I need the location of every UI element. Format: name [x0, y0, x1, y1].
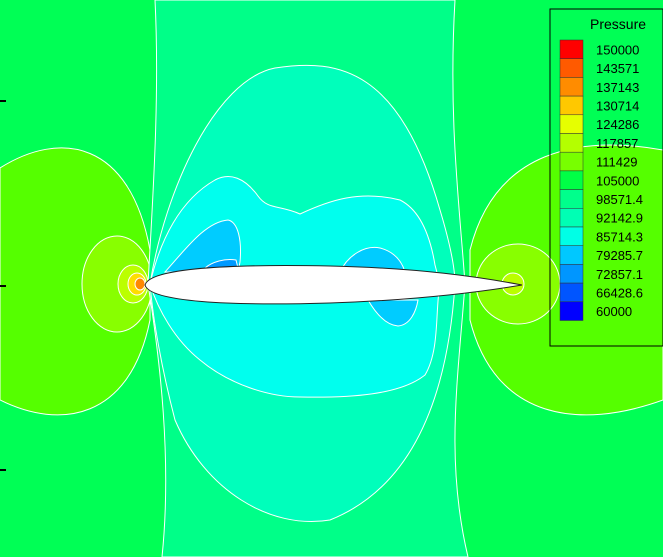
legend-level-label: 137143 [596, 80, 639, 95]
legend-swatch [559, 133, 584, 153]
legend-swatch [559, 282, 584, 303]
legend-level-label: 60000 [596, 304, 632, 319]
legend-swatch [559, 151, 584, 172]
legend-swatch [559, 77, 584, 97]
legend-level-label: 72857.1 [596, 267, 643, 282]
legend-title: Pressure [590, 16, 646, 32]
legend-swatch [559, 58, 584, 78]
legend-swatch [559, 39, 584, 59]
lower-suction-pocket [367, 299, 419, 327]
legend-level-label: 79285.7 [596, 248, 643, 263]
left-far-lobe [0, 147, 151, 416]
legend-swatch [559, 95, 584, 116]
legend-level-label: 124286 [596, 117, 639, 132]
legend-level-label: 92142.9 [596, 211, 643, 226]
legend-swatch [559, 170, 584, 190]
legend-level-label: 111429 [596, 155, 637, 170]
legend-swatch [559, 301, 584, 321]
airfoil-body [144, 265, 523, 305]
legend-swatch [559, 264, 584, 284]
legend-swatch [559, 114, 584, 134]
legend-level-label: 105000 [596, 173, 639, 188]
legend-level-label: 85714.3 [596, 229, 643, 244]
legend-swatch [559, 226, 584, 246]
upper-suction-pocket-left [163, 219, 241, 273]
legend-frame [549, 8, 663, 347]
legend-level-label: 98571.4 [596, 192, 643, 207]
legend-swatch [559, 189, 584, 209]
pressure-legend: Pressure 150000 143571 137143 130714 124286 11… [549, 8, 663, 347]
axis-ticks [0, 100, 6, 471]
legend-level-label: 150000 [596, 42, 639, 57]
nose-ring-3 [134, 277, 146, 291]
upper-suction-pocket-right [339, 246, 406, 273]
legend-swatch [559, 208, 584, 228]
legend-level-label: 66428.6 [596, 285, 643, 300]
legend-swatch [559, 245, 584, 265]
peak-suction-pocket [203, 259, 239, 269]
legend-level-label: 117857 [596, 136, 638, 151]
legend-level-label: 130714 [596, 98, 639, 113]
legend-level-label: 143571 [596, 61, 639, 76]
